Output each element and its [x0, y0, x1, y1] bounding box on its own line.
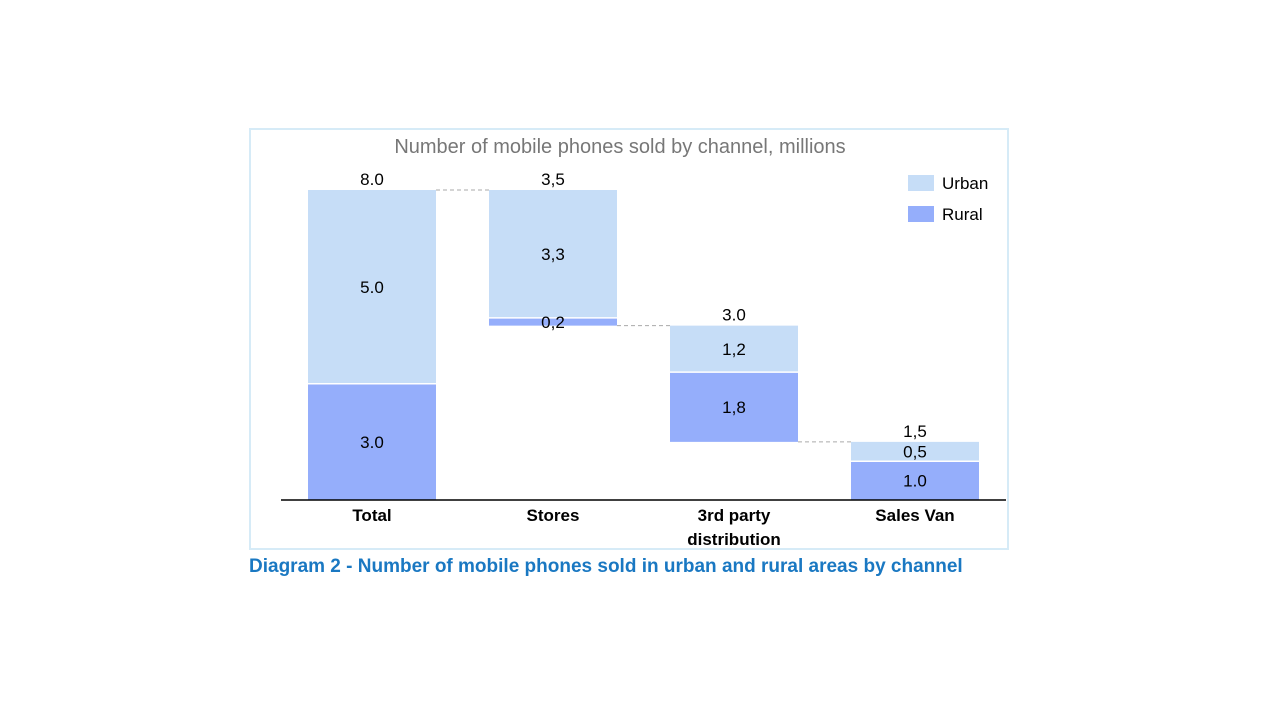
legend-swatch-urban — [908, 175, 934, 191]
category-label-0: Total — [352, 506, 391, 525]
bar-rural-0 — [308, 383, 436, 500]
data-label-total-2: 3.0 — [722, 306, 746, 325]
bar-urban-1 — [489, 190, 617, 318]
category-label-2-line-1: distribution — [687, 530, 780, 549]
chart-frame: Number of mobile phones sold by channel,… — [249, 128, 1009, 550]
bar-urban-2 — [670, 325, 798, 373]
data-label-rural-1: 0,2 — [541, 313, 565, 332]
bar-urban-3 — [851, 441, 979, 462]
chart-title: Number of mobile phones sold by channel,… — [394, 136, 845, 158]
bar-rural-2 — [670, 372, 798, 442]
data-label-rural-3: 1.0 — [903, 472, 927, 491]
category-label-3: Sales Van — [875, 506, 954, 525]
data-label-total-3: 1,5 — [903, 422, 927, 441]
category-label-2-line-0: 3rd party — [698, 506, 771, 525]
data-label-rural-2: 1,8 — [722, 398, 746, 417]
legend-label-urban: Urban — [942, 174, 988, 193]
data-label-urban-1: 3,3 — [541, 245, 565, 264]
data-label-total-0: 8.0 — [360, 170, 384, 189]
bar-rural-3 — [851, 461, 979, 500]
category-label-1: Stores — [527, 506, 580, 525]
waterfall-chart: Number of mobile phones sold by channel,… — [281, 136, 1006, 549]
bar-rural-1 — [489, 317, 617, 326]
legend-label-rural: Rural — [942, 205, 983, 224]
data-label-urban-3: 0,5 — [903, 443, 927, 462]
legend-swatch-rural — [908, 206, 934, 222]
data-label-total-1: 3,5 — [541, 170, 565, 189]
bar-urban-0 — [308, 190, 436, 384]
data-label-rural-0: 3.0 — [360, 433, 384, 452]
data-label-urban-2: 1,2 — [722, 340, 746, 359]
diagram-caption: Diagram 2 - Number of mobile phones sold… — [249, 556, 963, 577]
data-label-urban-0: 5.0 — [360, 278, 384, 297]
